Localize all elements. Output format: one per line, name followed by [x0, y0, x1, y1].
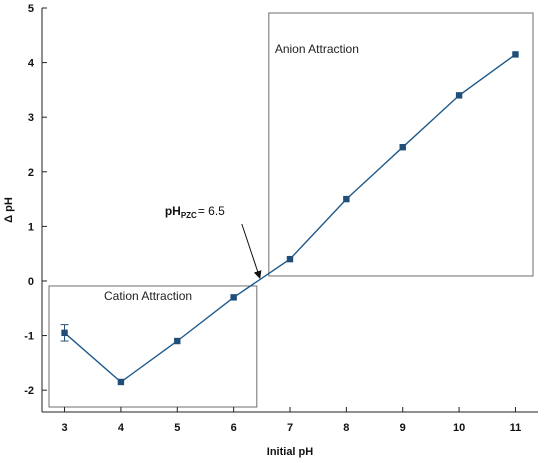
pzc-arrow — [241, 223, 262, 279]
data-point — [455, 92, 463, 99]
x-tick-label: 8 — [343, 422, 349, 434]
y-axis-label: Δ pH — [3, 197, 15, 223]
x-tick-label: 7 — [287, 422, 293, 434]
axes: -2 -1 0 1 2 3 4 5 3 4 5 6 7 8 9 10 11 — [24, 3, 538, 434]
data-point — [512, 51, 519, 58]
x-tick-label: 11 — [510, 422, 522, 434]
pzc-annotation: pHPZC= 6.5 — [165, 204, 262, 279]
data-series — [60, 51, 519, 386]
x-tick-label: 3 — [61, 422, 67, 434]
y-tick-label: 4 — [28, 58, 35, 70]
pzc-label: pHPZC= 6.5 — [165, 204, 225, 220]
x-tick-label: 9 — [400, 422, 406, 434]
region-box-1 — [268, 12, 534, 277]
pzc-subscript: PZC — [181, 211, 197, 220]
data-point — [61, 329, 68, 337]
y-tick-label: 3 — [28, 112, 34, 124]
regions: Cation Attraction Anion Attraction — [48, 12, 534, 408]
data-point — [286, 255, 294, 263]
region-label-0: Cation Attraction — [104, 289, 192, 303]
data-point — [230, 294, 237, 301]
pzc-prefix: pH — [165, 204, 181, 218]
data-point — [343, 195, 350, 203]
x-tick-label: 4 — [118, 422, 125, 434]
series-line — [64, 53, 516, 383]
x-tick-label: 10 — [453, 422, 465, 434]
data-point — [117, 378, 125, 386]
y-tick-label: 0 — [28, 276, 34, 288]
y-tick-label: -2 — [24, 385, 34, 397]
x-tick-label: 5 — [174, 422, 180, 434]
data-point — [399, 144, 406, 151]
pzc-suffix: = 6.5 — [198, 204, 225, 218]
x-tick-label: 6 — [231, 422, 237, 434]
y-tick-label: -1 — [24, 331, 34, 343]
y-tick-label: 5 — [28, 3, 34, 15]
x-axis-label: Initial pH — [267, 446, 314, 458]
y-tick-label: 1 — [28, 221, 34, 233]
region-box-0 — [48, 285, 258, 408]
region-label-1: Anion Attraction — [275, 42, 359, 56]
data-point — [174, 337, 181, 345]
y-tick-label: 2 — [28, 167, 34, 179]
